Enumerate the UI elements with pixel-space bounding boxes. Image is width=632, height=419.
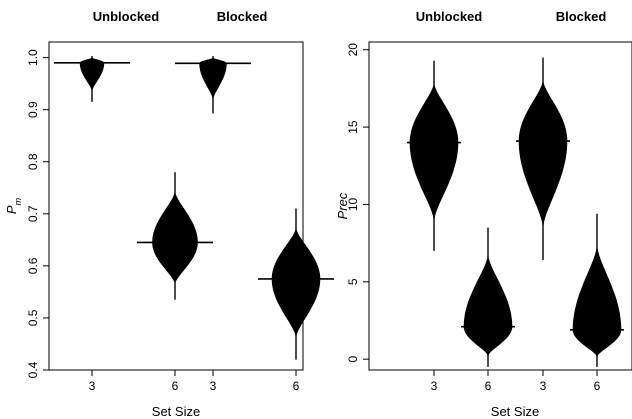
- x-ticks-right: 3 6 3 6: [431, 370, 601, 393]
- group-label-unblocked-left: Unblocked: [93, 9, 160, 24]
- plot-frame-right: [368, 41, 632, 371]
- violin-body-right-1: [463, 255, 513, 357]
- x-axis-title-right: Set Size: [491, 404, 539, 419]
- violin-left-1: [137, 172, 213, 300]
- x-tick-label-right-2: 3: [540, 379, 547, 393]
- plot-frame-left: [48, 41, 304, 371]
- violins-right: [407, 57, 624, 367]
- x-tick-label-right-1: 6: [485, 379, 492, 393]
- group-label-blocked-left: Blocked: [217, 9, 268, 24]
- y-tick-label-left-5: 0.9: [26, 101, 40, 118]
- violin-left-3: [258, 208, 334, 360]
- violins-left: [54, 56, 334, 360]
- violin-right-3: [570, 213, 624, 367]
- violin-left-0: [54, 56, 130, 102]
- y-tick-label-left-0: 0.4: [26, 361, 40, 378]
- y-ticks-right: 0 5 10 15 20: [346, 43, 369, 363]
- violin-right-2: [516, 57, 570, 261]
- y-tick-label-right-4: 20: [346, 43, 360, 57]
- x-axis-title-left: Set Size: [152, 404, 200, 419]
- violin-left-2: [175, 56, 251, 114]
- x-tick-label-right-3: 6: [594, 379, 601, 393]
- y-tick-label-left-1: 0.5: [26, 309, 40, 326]
- violin-body-right-3: [572, 246, 622, 358]
- violin-body-left-2: [199, 57, 227, 100]
- y-tick-label-right-2: 10: [346, 197, 360, 211]
- y-tick-label-left-2: 0.6: [26, 257, 40, 274]
- violin-body-right-0: [409, 83, 459, 221]
- violin-right-1: [461, 227, 515, 367]
- panel-right: Unblocked Blocked Set Size Prec 0 5 10 15 20…: [335, 9, 632, 419]
- y-tick-label-right-0: 0: [346, 356, 360, 363]
- violin-body-left-0: [79, 57, 105, 91]
- y-tick-label-left-4: 0.8: [26, 153, 40, 170]
- violin-body-left-3: [271, 228, 321, 338]
- violin-body-left-1: [152, 191, 198, 284]
- y-axis-title-right: Prec: [335, 192, 350, 219]
- x-ticks-left: 3 6 3 6: [89, 370, 300, 393]
- x-tick-label-right-0: 3: [431, 379, 438, 393]
- y-axis-title-left: Pm: [4, 197, 23, 214]
- group-label-unblocked-right: Unblocked: [416, 9, 483, 24]
- violin-body-right-2: [518, 80, 568, 227]
- y-tick-label-left-3: 0.7: [26, 205, 40, 222]
- y-tick-label-left-6: 1.0: [26, 49, 40, 66]
- x-tick-label-left-2: 3: [210, 379, 217, 393]
- y-tick-label-right-1: 5: [346, 278, 360, 285]
- violin-right-0: [407, 60, 461, 251]
- x-tick-label-left-1: 6: [172, 379, 179, 393]
- x-tick-label-left-3: 6: [293, 379, 300, 393]
- y-ticks-left: 0.4 0.5 0.6 0.7 0.8 0.9 1.0: [26, 49, 49, 378]
- group-label-blocked-right: Blocked: [556, 9, 607, 24]
- y-tick-label-right-3: 15: [346, 120, 360, 134]
- panel-left: Unblocked Blocked Set Size Pm 0.40.50.60…: [4, 9, 334, 419]
- x-tick-label-left-0: 3: [89, 379, 96, 393]
